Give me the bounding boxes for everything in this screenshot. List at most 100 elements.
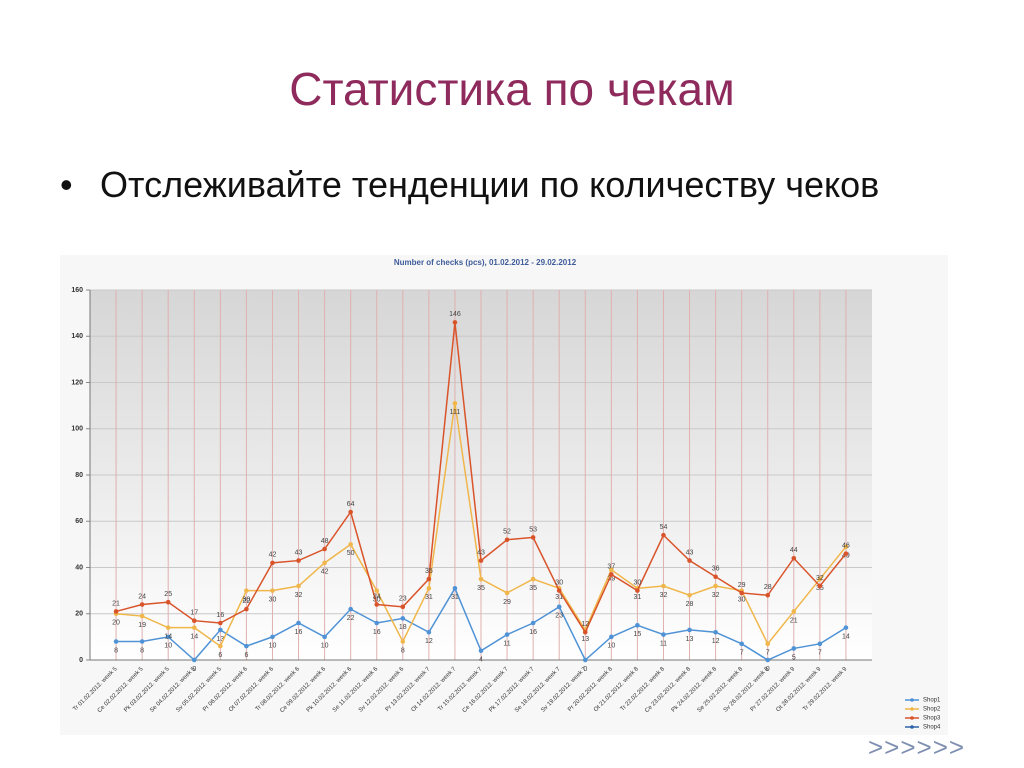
data-label: 13 — [581, 636, 589, 643]
point — [322, 634, 327, 640]
legend-label: Shop1 — [923, 698, 941, 704]
data-label: 44 — [790, 547, 798, 554]
point — [139, 639, 145, 644]
point — [139, 613, 145, 619]
data-label: 54 — [660, 524, 668, 531]
point — [582, 629, 588, 635]
point — [713, 629, 718, 635]
point — [270, 588, 275, 593]
point — [609, 634, 614, 640]
data-label: 23 — [555, 613, 563, 620]
legend-label: Shop4 — [923, 725, 941, 731]
data-label: 31 — [555, 594, 563, 601]
data-label: 13 — [686, 636, 694, 643]
data-label: 35 — [477, 585, 485, 592]
point — [348, 606, 353, 612]
point — [296, 558, 301, 563]
point — [113, 609, 119, 614]
point — [791, 555, 797, 561]
data-label: 16 — [216, 612, 224, 619]
point — [426, 576, 432, 582]
data-label: 10 — [269, 643, 277, 650]
legend-label: Shop3 — [923, 716, 941, 722]
point — [739, 641, 744, 647]
data-label: 30 — [243, 596, 251, 603]
nav-arrows: >>>>>> — [868, 732, 966, 762]
data-label: 49 — [842, 553, 850, 560]
point — [244, 606, 249, 612]
data-label: 20 — [112, 620, 120, 627]
data-label: 6 — [218, 652, 222, 659]
point — [609, 567, 614, 573]
point — [504, 537, 510, 543]
data-label: 19 — [138, 622, 146, 629]
bullet: • Отслеживайте тенденции по количеству ч… — [60, 160, 920, 210]
point — [817, 576, 823, 582]
y-tick-label: 120 — [71, 379, 83, 386]
y-tick-label: 140 — [71, 333, 83, 340]
data-label: 64 — [347, 501, 355, 508]
data-label: 30 — [634, 579, 642, 586]
point — [791, 646, 797, 651]
legend-marker — [910, 716, 914, 720]
point — [843, 551, 849, 556]
point — [348, 542, 353, 547]
bullet-dot: • — [60, 164, 73, 205]
point — [713, 583, 718, 589]
point — [400, 639, 406, 644]
point — [296, 583, 301, 589]
data-label: 50 — [347, 550, 355, 557]
data-label: 14 — [842, 633, 850, 640]
data-label: 30 — [373, 596, 381, 603]
data-label: 15 — [634, 631, 642, 638]
data-label: 29 — [503, 599, 511, 606]
data-label: 42 — [269, 552, 277, 559]
point — [661, 532, 666, 538]
data-label: 10 — [607, 643, 615, 650]
point — [635, 588, 640, 593]
data-label: 111 — [450, 409, 461, 416]
point — [400, 604, 406, 610]
point — [530, 576, 536, 582]
data-label: 8 — [114, 647, 118, 654]
point — [765, 657, 771, 663]
data-label: 21 — [112, 600, 120, 607]
data-label: 0 — [192, 666, 196, 673]
legend-marker — [910, 707, 914, 711]
point — [504, 632, 510, 637]
data-label: 12 — [581, 621, 589, 628]
data-label: 32 — [816, 575, 824, 582]
data-label: 35 — [425, 568, 433, 575]
data-label: 30 — [555, 579, 563, 586]
data-label: 32 — [712, 592, 720, 599]
point — [426, 586, 432, 591]
point — [348, 509, 353, 515]
point — [374, 620, 380, 626]
point — [374, 588, 380, 593]
data-label: 17 — [190, 610, 198, 617]
data-label: 8 — [401, 647, 405, 654]
data-label: 43 — [295, 549, 303, 556]
y-tick-label: 20 — [75, 611, 83, 618]
legend-marker — [910, 725, 914, 729]
data-label: 43 — [686, 549, 694, 556]
point — [452, 320, 458, 325]
data-label: 11 — [660, 640, 667, 647]
data-label: 18 — [399, 624, 407, 631]
data-label: 22 — [243, 598, 251, 605]
data-label: 0 — [766, 666, 770, 673]
data-label: 36 — [712, 566, 720, 573]
point — [452, 401, 458, 406]
y-tick-label: 100 — [71, 426, 83, 433]
data-label: 32 — [660, 592, 668, 599]
data-label: 43 — [477, 549, 485, 556]
point — [817, 641, 823, 647]
data-label: 39 — [607, 576, 615, 583]
point — [426, 629, 432, 635]
point — [843, 544, 849, 549]
point — [582, 657, 588, 663]
data-label: 7 — [740, 650, 744, 657]
point — [687, 558, 692, 563]
